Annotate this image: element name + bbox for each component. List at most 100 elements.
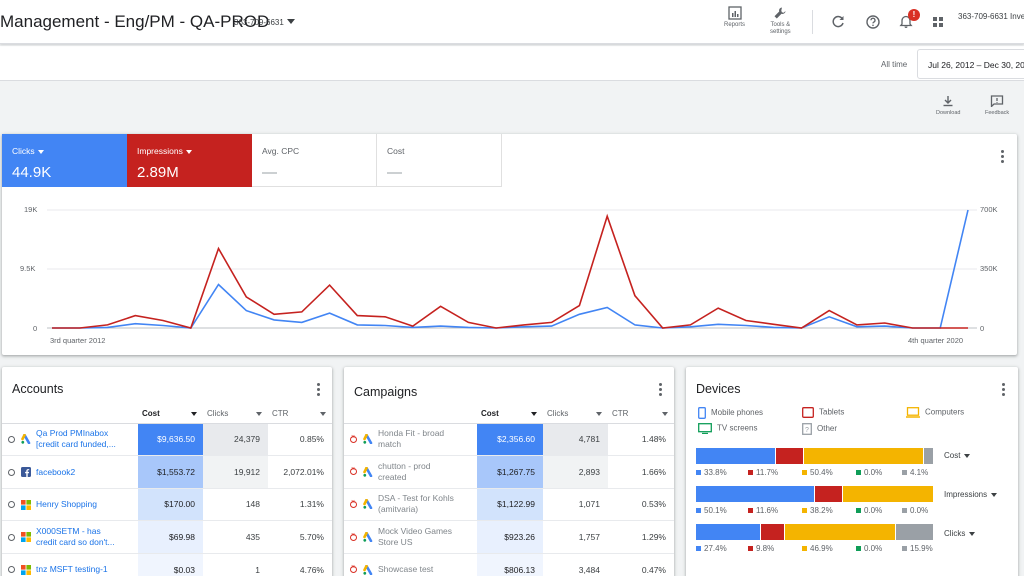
accounts-ctr-header[interactable]: CTR [268, 404, 332, 424]
clicks-cell: 1,071 [543, 488, 608, 522]
reports-icon [727, 6, 742, 20]
microsoft-icon [21, 564, 31, 575]
campaigns-more-icon[interactable] [659, 383, 662, 398]
enabled-status-icon [8, 501, 15, 509]
apps-grid-icon[interactable] [932, 16, 944, 28]
refresh-icon[interactable] [831, 15, 845, 29]
account-name-cell[interactable]: facebook2 [2, 455, 138, 489]
reports-button[interactable]: Reports [724, 6, 745, 29]
account-id[interactable]: 363-709-6631 [234, 18, 284, 27]
help-icon[interactable] [866, 15, 880, 29]
metric-clicks[interactable]: Clicks 44.9K [2, 134, 127, 187]
y-right-tick: 0 [980, 324, 985, 333]
account-name-cell[interactable]: X000SETM - has credit card so don't... [2, 520, 138, 554]
enabled-status-icon [8, 566, 15, 574]
device-metric-select-impressions[interactable]: Impressions [944, 490, 998, 499]
clicks-cell: 148 [203, 488, 268, 522]
device-share-label: 38.2% [802, 506, 833, 515]
tools-label-line1: Tools & [770, 22, 791, 28]
column-label: Cost [142, 408, 160, 418]
google-ads-icon [21, 434, 31, 445]
feedback-button[interactable]: Feedback [985, 95, 1009, 116]
accounts-clicks-header[interactable]: Clicks [203, 404, 268, 424]
table-row: facebook2 $1,553.72 19,912 2,072.01% [2, 455, 332, 489]
campaign-name-line1: chutton - prod [378, 460, 431, 471]
devices-more-icon[interactable] [1002, 383, 1005, 398]
device-share-label: 0.0% [856, 506, 882, 515]
campaigns-cost-header[interactable]: Cost [477, 404, 543, 424]
device-share-label: 0.0% [856, 468, 882, 477]
legend-label: Mobile phones [711, 408, 764, 418]
legend-label: Tablets [819, 407, 845, 417]
accounts-name-header [2, 404, 138, 424]
ctr-cell: 2,072.01% [268, 455, 332, 489]
metric-impressions[interactable]: Impressions 2.89M [127, 134, 252, 187]
google-ads-icon [363, 499, 373, 510]
y-right-tick: 700K [980, 205, 998, 214]
campaigns-clicks-header[interactable]: Clicks [543, 404, 608, 424]
select-label: Cost [944, 451, 961, 460]
account-name-line1: Qa Prod PMInabox [36, 428, 109, 439]
clicks-cell: 3,484 [543, 553, 608, 576]
campaign-name-line2: created [378, 471, 407, 482]
campaign-name-cell[interactable]: DSA - Test for Kohls(amitvaria) [344, 488, 477, 522]
accounts-cost-header[interactable]: Cost [138, 404, 203, 424]
device-share-label: 33.8% [696, 468, 727, 477]
performance-line-chart [47, 209, 977, 329]
x-start-tick: 3rd quarter 2012 [50, 336, 106, 345]
legend-tablets: Tablets [802, 407, 844, 418]
devices-title: Devices [696, 382, 741, 396]
cost-cell: $9,636.50 [138, 423, 203, 457]
account-name-cell[interactable]: Qa Prod PMInabox [credit card funded,... [2, 423, 138, 457]
metric-cost[interactable]: Cost — [377, 134, 502, 187]
device-bar-cost [696, 448, 934, 464]
computer-icon [906, 407, 920, 418]
account-dropdown-icon[interactable] [287, 19, 295, 24]
account-switcher[interactable]: 363-709-6631 Inve [958, 12, 1024, 21]
chart-more-icon[interactable] [1001, 150, 1004, 165]
device-segment [804, 448, 925, 464]
campaign-name-line1: Mock Video Games [378, 526, 453, 537]
campaign-name-line2: (amitvaria) [378, 504, 419, 515]
device-segment [696, 486, 816, 502]
column-label: CTR [272, 408, 289, 418]
account-name-cell[interactable]: tnz MSFT testing-1 [2, 553, 138, 576]
date-range-picker[interactable]: Jul 26, 2012 – Dec 30, 20 [917, 49, 1024, 79]
account-name-cell[interactable]: Henry Shopping [2, 488, 138, 522]
ctr-cell: 0.47% [608, 553, 674, 576]
download-button[interactable]: Download [936, 95, 960, 116]
account-name-line1: facebook2 [36, 466, 76, 477]
ctr-cell: 4.76% [268, 553, 332, 576]
removed-status-icon [350, 466, 357, 476]
legend-computers: Computers [906, 407, 964, 418]
device-metric-select-cost[interactable]: Cost [944, 451, 971, 460]
removed-status-icon [350, 564, 357, 574]
cost-cell: $0.03 [138, 553, 203, 576]
clicks-cell: 1 [203, 553, 268, 576]
ctr-cell: 5.70% [268, 520, 332, 554]
tools-settings-button[interactable]: Tools & settings [770, 6, 791, 36]
device-share-label: 50.1% [696, 506, 727, 515]
campaign-name-cell[interactable]: Showcase test [344, 553, 477, 576]
metric-avg-cpc[interactable]: Avg. CPC — [252, 134, 377, 187]
enabled-status-icon [8, 468, 15, 476]
accounts-more-icon[interactable] [317, 383, 320, 398]
feedback-label: Feedback [985, 110, 1010, 116]
account-title[interactable]: Management - Eng/PM - QA-PROD [0, 12, 270, 31]
metric-cost-label: Cost [387, 146, 405, 156]
ctr-cell: 1.48% [608, 423, 674, 457]
metric-clicks-value: 44.9K [12, 164, 52, 181]
cost-cell: $923.26 [477, 520, 543, 554]
campaigns-ctr-header[interactable]: CTR [608, 404, 674, 424]
ctr-cell: 1.29% [608, 520, 674, 554]
device-metric-select-clicks[interactable]: Clicks [944, 529, 976, 538]
legend-tv-screens: TV screens [698, 423, 757, 434]
chevron-down-icon [991, 492, 998, 497]
tools-label-line2: settings [770, 29, 791, 35]
legend-label: Computers [925, 407, 965, 417]
date-bar: All time Jul 26, 2012 – Dec 30, 20 [0, 46, 1024, 81]
